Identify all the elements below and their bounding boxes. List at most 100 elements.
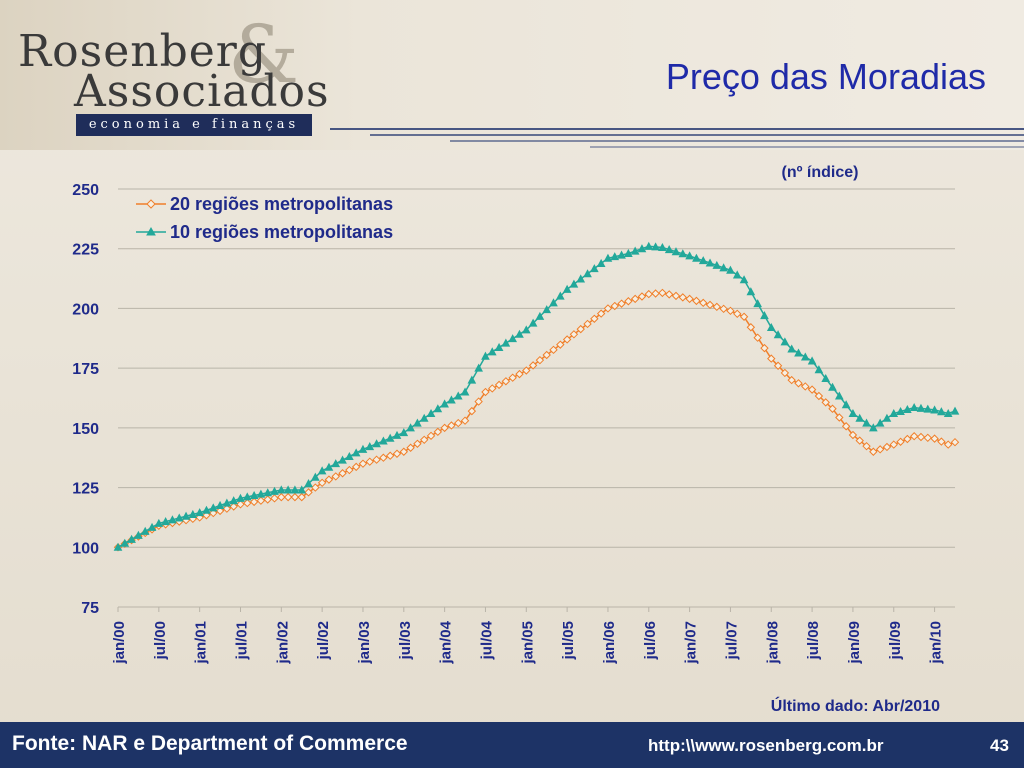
data-point [630, 294, 640, 304]
data-point [501, 377, 511, 386]
data-point [283, 485, 293, 494]
data-point [875, 445, 885, 454]
x-tick-label: jan/00 [111, 621, 128, 665]
data-point [576, 274, 586, 283]
data-point [787, 344, 797, 353]
data-point [202, 505, 211, 514]
data-point [841, 422, 851, 431]
data-point [351, 448, 361, 457]
data-point [644, 289, 653, 299]
data-point [168, 515, 177, 524]
data-point [637, 292, 647, 301]
data-point [794, 348, 803, 357]
y-tick-label: 125 [72, 481, 99, 498]
x-tick-label: jan/07 [683, 621, 700, 665]
x-tick-label: jan/05 [519, 621, 536, 665]
last-data-note: Último dado: Abr/2010 [771, 696, 940, 715]
data-point [413, 418, 422, 427]
data-point [358, 444, 368, 453]
data-point [909, 432, 919, 441]
data-point [889, 440, 898, 449]
footer-url-link[interactable]: http:\\www.rosenberg.com.br [648, 736, 884, 755]
data-point [188, 509, 198, 518]
chart-grid [118, 188, 955, 608]
data-point [229, 496, 239, 505]
logo-ampersand: & [228, 8, 300, 101]
data-point [780, 337, 790, 346]
data-point [331, 472, 340, 481]
y-tick-label: 200 [72, 301, 99, 318]
data-point [855, 413, 865, 422]
data-point [596, 258, 606, 267]
data-point [583, 319, 592, 329]
data-point [746, 287, 756, 296]
data-point [807, 385, 817, 394]
data-point [923, 433, 932, 443]
data-point [263, 488, 273, 497]
y-tick-label: 225 [72, 242, 99, 259]
data-point [943, 440, 953, 449]
data-point [719, 263, 728, 272]
data-point [154, 518, 164, 527]
data-point [610, 301, 619, 311]
data-point [705, 258, 715, 267]
data-point [555, 291, 565, 300]
data-point [433, 427, 443, 437]
data-point [848, 430, 858, 440]
data-point [923, 404, 933, 413]
x-tick-label: jul/04 [478, 620, 495, 660]
data-point [521, 325, 531, 334]
data-point [406, 423, 415, 432]
data-point [950, 406, 960, 415]
data-point [345, 465, 354, 475]
data-point [726, 306, 735, 316]
data-point [699, 298, 708, 308]
data-point [671, 291, 681, 301]
series-line-1 [117, 245, 956, 548]
data-point [780, 368, 790, 378]
data-point [331, 459, 341, 468]
data-point [617, 250, 626, 259]
data-point [249, 490, 259, 500]
data-point [399, 428, 409, 437]
data-point [263, 495, 272, 504]
data-point [943, 408, 953, 418]
y-tick-label: 175 [72, 361, 99, 378]
x-tick-label: jul/05 [560, 621, 577, 660]
data-point [903, 404, 912, 414]
data-point [481, 351, 490, 360]
data-point [549, 298, 558, 307]
data-point [481, 387, 490, 397]
data-point [773, 361, 783, 370]
data-point [236, 500, 245, 509]
logo-tagline: economia e finanças [76, 114, 312, 136]
unit-label: (nº índice) [782, 164, 859, 181]
data-point [453, 391, 463, 400]
data-point [311, 483, 320, 492]
data-point [875, 418, 885, 427]
series-line-0 [117, 292, 956, 548]
data-point [420, 435, 429, 445]
data-point [916, 403, 926, 412]
data-point [528, 318, 538, 327]
data-point [181, 511, 191, 520]
data-point [569, 279, 579, 288]
x-tick-label: jan/10 [928, 621, 945, 665]
data-point [242, 492, 252, 501]
x-axis: jan/00 jul/00 jan/01 jul/01 jan/02 jul/02 jan/… [111, 607, 945, 665]
data-point [807, 356, 817, 365]
data-point [862, 441, 871, 451]
data-point [419, 413, 429, 422]
data-point [590, 314, 599, 323]
data-point [426, 431, 436, 441]
data-point [562, 284, 572, 293]
data-point [317, 466, 327, 475]
data-point [658, 288, 667, 298]
footer-bar: Fonte: NAR e Department of Commerce http… [0, 722, 1024, 768]
data-point [276, 485, 286, 494]
data-point [134, 530, 143, 539]
data-point [454, 418, 463, 428]
data-point [426, 408, 436, 418]
x-tick-label: jan/08 [764, 621, 781, 665]
data-point [671, 247, 681, 256]
